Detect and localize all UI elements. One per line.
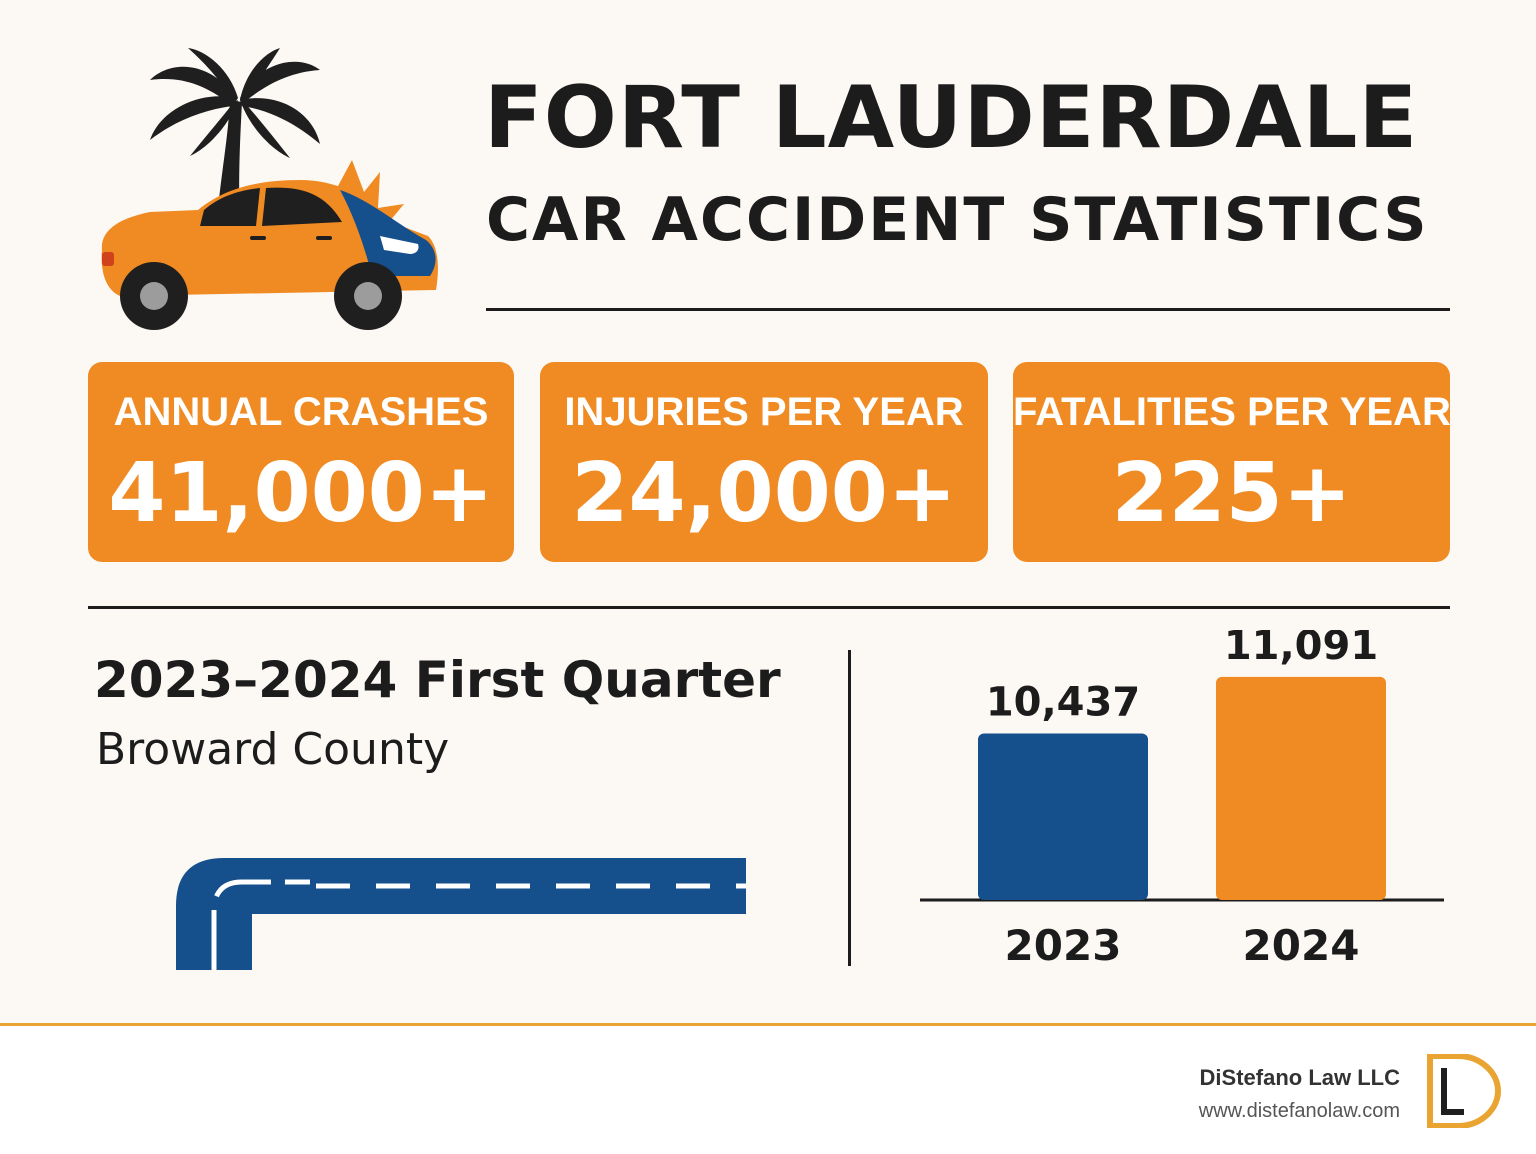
- footer-divider: [0, 1023, 1536, 1026]
- quarter-title: 2023–2024 First Quarter: [94, 651, 781, 709]
- stat-value: 41,000+: [108, 446, 494, 541]
- bar-value-label: 11,091: [1224, 630, 1378, 669]
- footer: [0, 1026, 1536, 1154]
- page-title: FORT LAUDERDALE: [484, 68, 1419, 168]
- bar-category-label: 2024: [1243, 921, 1360, 970]
- stat-card-annual-crashes: ANNUAL CRASHES 41,000+: [88, 362, 514, 562]
- bar-category-label: 2023: [1005, 921, 1122, 970]
- bar-chart: 10,437 2023 11,091 2024: [920, 630, 1444, 970]
- stat-label: FATALITIES PER YEAR: [1013, 390, 1451, 434]
- bar-value-label: 10,437: [986, 679, 1140, 725]
- car-icon: [101, 180, 438, 330]
- firm-name: DiStefano Law LLC: [1199, 1065, 1400, 1090]
- bar-2024: [1216, 676, 1386, 900]
- law-firm-logo-icon: [1427, 1054, 1502, 1128]
- stat-card-injuries: INJURIES PER YEAR 24,000+: [540, 362, 988, 562]
- stat-label: ANNUAL CRASHES: [113, 390, 489, 434]
- title-divider: [486, 308, 1450, 311]
- page-subtitle: CAR ACCIDENT STATISTICS: [486, 185, 1429, 255]
- quarter-subtitle: Broward County: [96, 724, 450, 775]
- vertical-divider: [848, 650, 851, 966]
- header-illustration: [101, 48, 438, 330]
- stat-card-fatalities: FATALITIES PER YEAR 225+: [1013, 362, 1451, 562]
- road-icon: [176, 858, 746, 970]
- stat-label: INJURIES PER YEAR: [564, 390, 964, 434]
- firm-website-link[interactable]: www.distefanolaw.com: [1198, 1100, 1400, 1122]
- stat-value: 24,000+: [571, 446, 957, 541]
- bar-2023: [978, 733, 1148, 900]
- section-divider: [88, 606, 1450, 609]
- stat-value: 225+: [1111, 446, 1352, 541]
